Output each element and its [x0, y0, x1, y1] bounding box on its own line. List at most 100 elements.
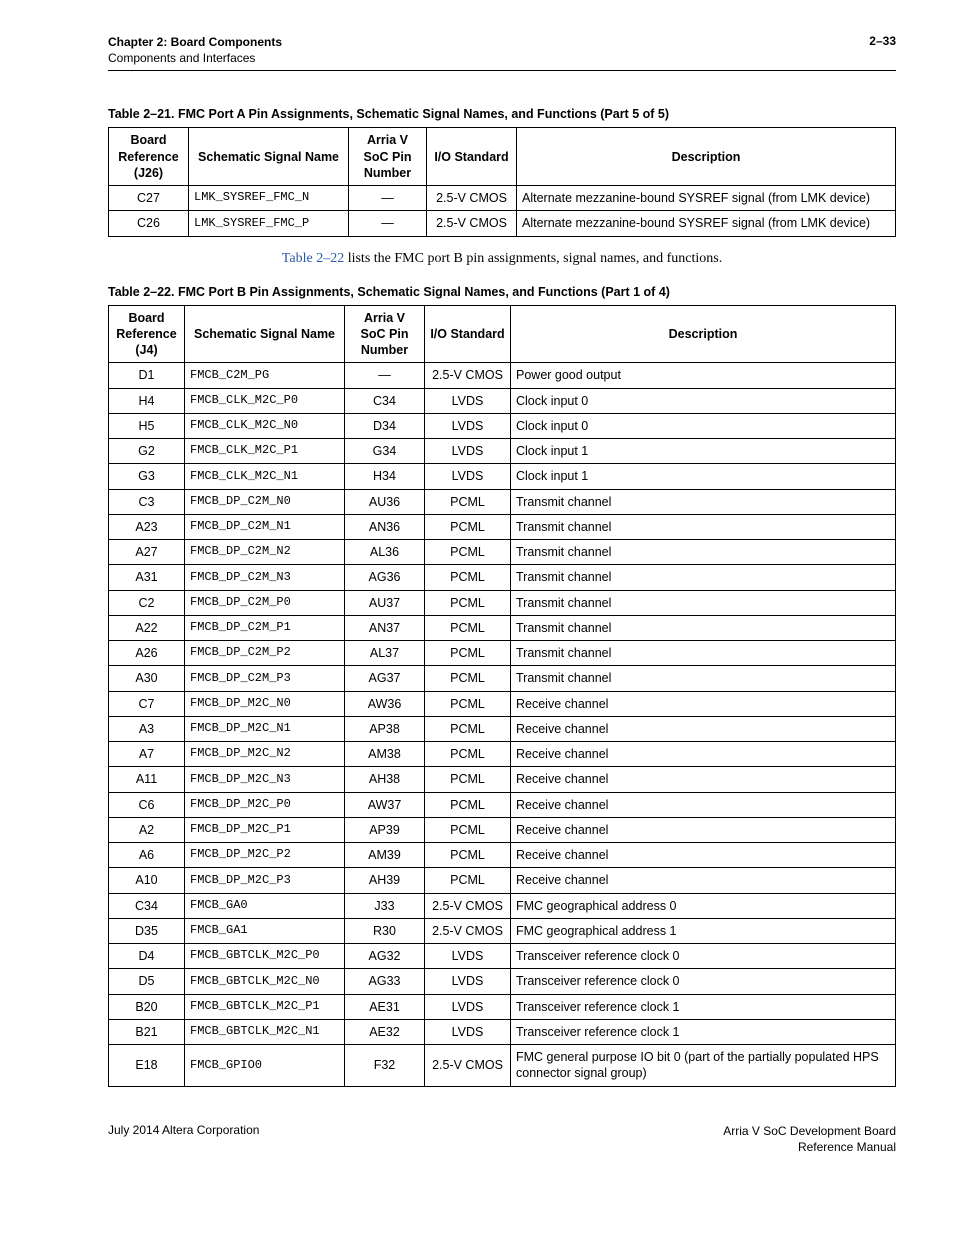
- cell-pin: AE31: [345, 994, 425, 1019]
- cell-desc: Receive channel: [511, 843, 896, 868]
- cell-pin: AG37: [345, 666, 425, 691]
- cell-pin: F32: [345, 1045, 425, 1087]
- intro-paragraph: Table 2–22 lists the FMC port B pin assi…: [108, 251, 896, 267]
- table-fmc-port-a: Board Reference (J26) Schematic Signal N…: [108, 127, 896, 236]
- cell-sig: FMCB_DP_M2C_P0: [185, 792, 345, 817]
- footer-doc-type: Reference Manual: [723, 1139, 896, 1155]
- header-chapter: Chapter 2: Board Components: [108, 34, 282, 50]
- table-row: A3FMCB_DP_M2C_N1AP38PCMLReceive channel: [109, 716, 896, 741]
- cell-pin: AG32: [345, 944, 425, 969]
- cell-ref: A31: [109, 565, 185, 590]
- cell-pin: AH39: [345, 868, 425, 893]
- cell-ref: D35: [109, 918, 185, 943]
- cell-std: PCML: [425, 742, 511, 767]
- cell-std: PCML: [425, 868, 511, 893]
- table-row: A23FMCB_DP_C2M_N1AN36PCMLTransmit channe…: [109, 514, 896, 539]
- cell-ref: C7: [109, 691, 185, 716]
- cell-ref: A2: [109, 817, 185, 842]
- cell-ref: E18: [109, 1045, 185, 1087]
- cell-desc: Clock input 1: [511, 464, 896, 489]
- cell-pin: AG36: [345, 565, 425, 590]
- cell-desc: Clock input 0: [511, 413, 896, 438]
- cell-ref: A30: [109, 666, 185, 691]
- cell-ref: C6: [109, 792, 185, 817]
- cell-sig: FMCB_CLK_M2C_P1: [185, 439, 345, 464]
- th-sig: Schematic Signal Name: [185, 305, 345, 363]
- cell-pin: AL36: [345, 540, 425, 565]
- cell-ref: A23: [109, 514, 185, 539]
- cell-std: 2.5-V CMOS: [425, 918, 511, 943]
- page: Chapter 2: Board Components Components a…: [0, 0, 954, 1235]
- cell-pin: —: [349, 186, 427, 211]
- cell-std: LVDS: [425, 464, 511, 489]
- cell-ref: B20: [109, 994, 185, 1019]
- cell-sig: FMCB_DP_C2M_N1: [185, 514, 345, 539]
- cell-std: PCML: [425, 641, 511, 666]
- cell-sig: FMCB_GBTCLK_M2C_P1: [185, 994, 345, 1019]
- cell-std: LVDS: [425, 1019, 511, 1044]
- cell-desc: Receive channel: [511, 691, 896, 716]
- cell-sig: FMCB_DP_C2M_P0: [185, 590, 345, 615]
- table-row: A27FMCB_DP_C2M_N2AL36PCMLTransmit channe…: [109, 540, 896, 565]
- cell-pin: —: [345, 363, 425, 388]
- cell-desc: Transmit channel: [511, 540, 896, 565]
- cell-std: LVDS: [425, 969, 511, 994]
- cell-desc: Transmit channel: [511, 590, 896, 615]
- table2-head: Board Reference (J4) Schematic Signal Na…: [109, 305, 896, 363]
- cell-desc: Receive channel: [511, 716, 896, 741]
- cell-sig: FMCB_DP_C2M_N0: [185, 489, 345, 514]
- cell-ref: D4: [109, 944, 185, 969]
- cell-desc: Transceiver reference clock 0: [511, 969, 896, 994]
- cell-sig: FMCB_DP_C2M_N2: [185, 540, 345, 565]
- cell-ref: G3: [109, 464, 185, 489]
- cell-sig: FMCB_DP_M2C_N3: [185, 767, 345, 792]
- cell-pin: —: [349, 211, 427, 236]
- cell-sig: FMCB_GA0: [185, 893, 345, 918]
- cell-std: PCML: [425, 666, 511, 691]
- cell-std: PCML: [425, 565, 511, 590]
- cell-ref: D5: [109, 969, 185, 994]
- cell-std: PCML: [425, 691, 511, 716]
- cell-std: PCML: [425, 489, 511, 514]
- table-row: E18FMCB_GPIO0F322.5-V CMOSFMC general pu…: [109, 1045, 896, 1087]
- cell-std: 2.5-V CMOS: [427, 211, 517, 236]
- th-desc: Description: [517, 128, 896, 186]
- cell-desc: Receive channel: [511, 868, 896, 893]
- cell-ref: A26: [109, 641, 185, 666]
- table-row: B21FMCB_GBTCLK_M2C_N1AE32LVDSTransceiver…: [109, 1019, 896, 1044]
- table-row: A26FMCB_DP_C2M_P2AL37PCMLTransmit channe…: [109, 641, 896, 666]
- intro-rest: lists the FMC port B pin assignments, si…: [344, 251, 722, 266]
- footer-left: July 2014 Altera Corporation: [108, 1123, 259, 1137]
- cell-desc: Transceiver reference clock 1: [511, 994, 896, 1019]
- cell-ref: C34: [109, 893, 185, 918]
- header-page-number: 2–33: [869, 34, 896, 48]
- table-row: D5FMCB_GBTCLK_M2C_N0AG33LVDSTransceiver …: [109, 969, 896, 994]
- cell-pin: AW37: [345, 792, 425, 817]
- cell-sig: FMCB_C2M_PG: [185, 363, 345, 388]
- table-row: A22FMCB_DP_C2M_P1AN37PCMLTransmit channe…: [109, 615, 896, 640]
- footer-right: Arria V SoC Development Board Reference …: [723, 1123, 896, 1155]
- cell-std: 2.5-V CMOS: [427, 186, 517, 211]
- cell-pin: AG33: [345, 969, 425, 994]
- cell-std: PCML: [425, 767, 511, 792]
- cell-pin: H34: [345, 464, 425, 489]
- table-row: A31FMCB_DP_C2M_N3AG36PCMLTransmit channe…: [109, 565, 896, 590]
- cell-desc: FMC general purpose IO bit 0 (part of th…: [511, 1045, 896, 1087]
- cell-std: PCML: [425, 716, 511, 741]
- cell-std: PCML: [425, 514, 511, 539]
- cell-sig: FMCB_GBTCLK_M2C_N0: [185, 969, 345, 994]
- table-row: A6FMCB_DP_M2C_P2AM39PCMLReceive channel: [109, 843, 896, 868]
- cell-pin: AM39: [345, 843, 425, 868]
- cell-sig: FMCB_CLK_M2C_N1: [185, 464, 345, 489]
- cell-desc: Transmit channel: [511, 641, 896, 666]
- table-row: A2FMCB_DP_M2C_P1AP39PCMLReceive channel: [109, 817, 896, 842]
- th-sig: Schematic Signal Name: [189, 128, 349, 186]
- cell-pin: AU37: [345, 590, 425, 615]
- cell-desc: Transceiver reference clock 1: [511, 1019, 896, 1044]
- cell-ref: C2: [109, 590, 185, 615]
- table-row: C3FMCB_DP_C2M_N0AU36PCMLTransmit channel: [109, 489, 896, 514]
- cell-pin: C34: [345, 388, 425, 413]
- cell-desc: Alternate mezzanine-bound SYSREF signal …: [517, 186, 896, 211]
- cell-pin: AP38: [345, 716, 425, 741]
- table-link[interactable]: Table 2–22: [282, 251, 344, 266]
